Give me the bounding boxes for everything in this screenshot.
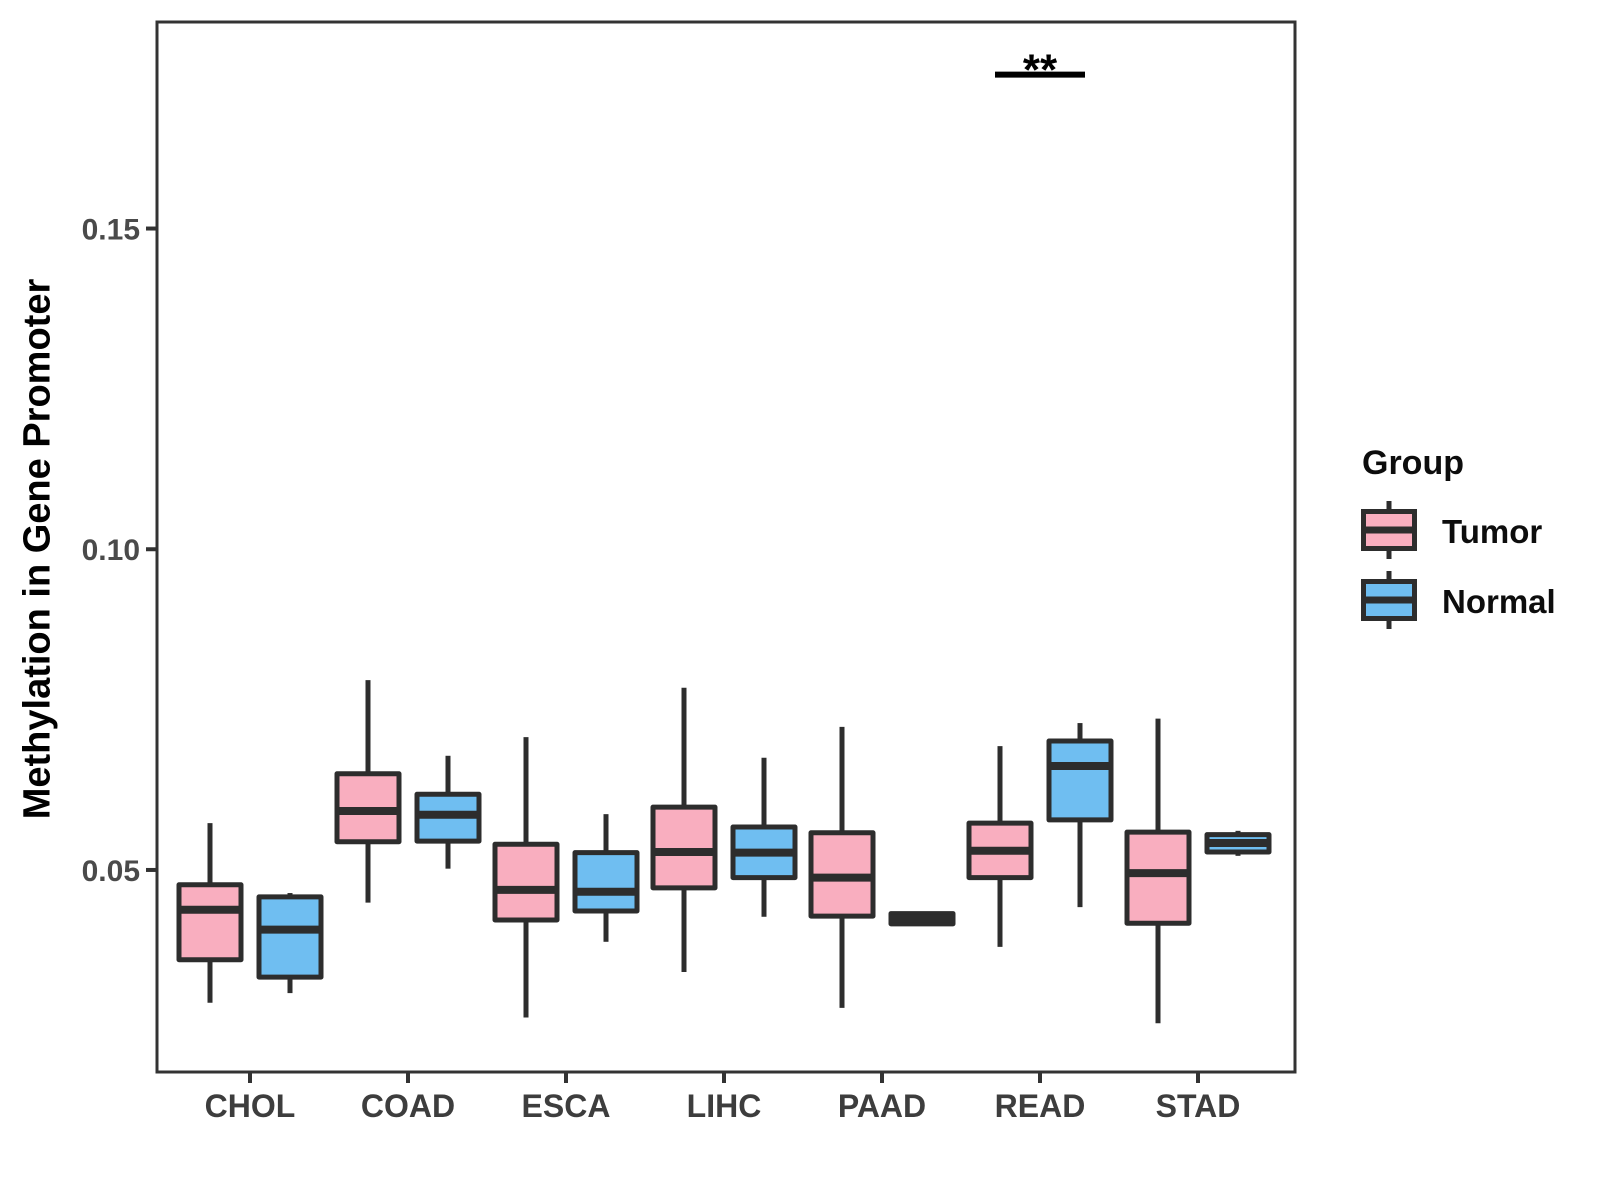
box-normal-esca	[572, 850, 640, 914]
box-tumor-esca	[492, 841, 560, 923]
panel-border	[155, 20, 1297, 1074]
box-tumor-stad	[1124, 829, 1192, 926]
legend: Group Tumor Normal	[1360, 444, 1556, 637]
x-tick-label-paad: PAAD	[838, 1088, 926, 1124]
box-normal-read	[1046, 738, 1114, 823]
y-tick-label: 0.05	[82, 855, 140, 888]
legend-title: Group	[1362, 444, 1464, 482]
significance-label-read: **	[1023, 46, 1058, 95]
legend-label-normal: Normal	[1442, 583, 1556, 620]
boxplot-key-tumor-icon	[1360, 498, 1418, 567]
legend-label-tumor: Tumor	[1442, 513, 1543, 550]
y-tick-label: 0.15	[82, 214, 140, 247]
x-tick-label-read: READ	[995, 1088, 1086, 1124]
boxplot-key-normal-icon	[1360, 568, 1418, 637]
y-tick-label: 0.10	[82, 534, 140, 567]
x-tick-label-lihc: LIHC	[687, 1088, 762, 1124]
box-tumor-lihc	[650, 804, 718, 891]
legend-item-normal: Normal	[1360, 567, 1556, 637]
x-tick-label-stad: STAD	[1156, 1088, 1241, 1124]
x-tick-label-esca: ESCA	[522, 1088, 611, 1124]
y-axis-title: Methylation in Gene Promoter	[16, 278, 59, 820]
box-tumor-chol	[176, 882, 244, 963]
x-tick-label-chol: CHOL	[205, 1088, 296, 1124]
x-tick-label-coad: COAD	[361, 1088, 455, 1124]
legend-item-tumor: Tumor	[1360, 497, 1556, 567]
box-normal-chol	[256, 894, 324, 980]
